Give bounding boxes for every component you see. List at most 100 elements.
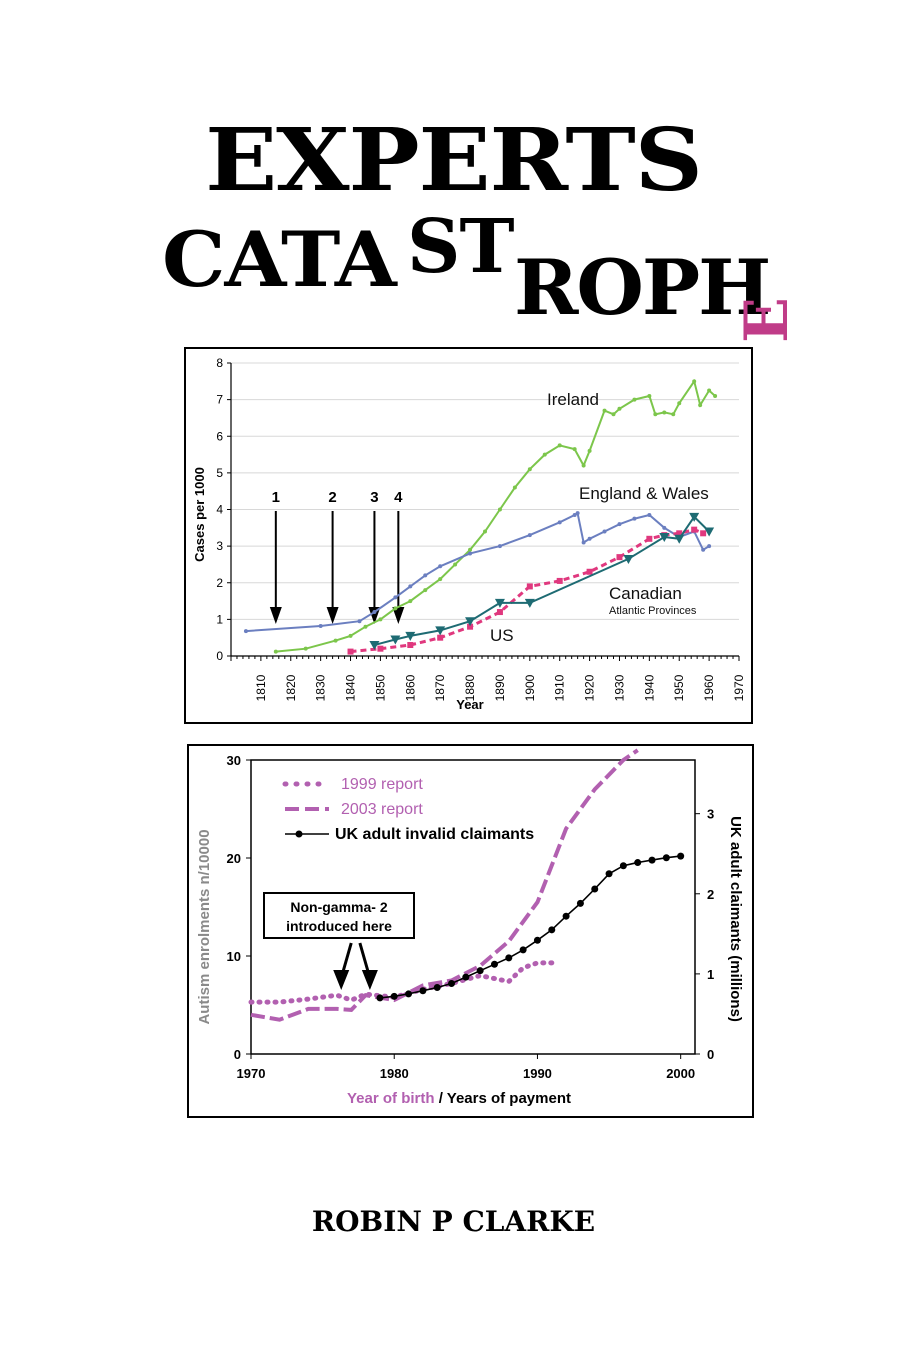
data-point xyxy=(572,512,577,517)
y-tick-label: 20 xyxy=(227,851,241,866)
data-point xyxy=(647,393,652,398)
series-sublabel: Atlantic Provinces xyxy=(609,605,697,617)
y-axis-title: Cases per 1000 xyxy=(192,467,207,562)
data-point xyxy=(617,406,622,411)
data-point xyxy=(468,547,473,552)
data-point xyxy=(634,859,642,867)
x-tick-label: 1970 xyxy=(732,674,746,701)
legend-label: UK adult invalid claimants xyxy=(335,826,534,843)
data-point xyxy=(348,633,353,638)
data-point xyxy=(527,533,532,538)
title-e-rotated: E xyxy=(732,297,802,343)
data-point xyxy=(390,992,398,1000)
data-point xyxy=(407,642,414,649)
data-point xyxy=(557,443,562,448)
data-point xyxy=(438,564,443,569)
arrow-head xyxy=(392,607,405,624)
data-point xyxy=(692,379,697,384)
y2-tick-label: 1 xyxy=(707,967,714,982)
x-axis-title: Year xyxy=(456,697,483,712)
annotation-arrow-head xyxy=(361,970,378,990)
data-point xyxy=(575,511,580,516)
x-tick-label: 1890 xyxy=(493,674,507,701)
arrow-label: 2 xyxy=(328,489,336,506)
data-point xyxy=(605,870,613,878)
data-point xyxy=(527,467,532,472)
x-tick-label: 1940 xyxy=(642,674,656,701)
series-line xyxy=(275,378,716,653)
data-point xyxy=(677,401,682,406)
title-roph: ROPH xyxy=(514,243,771,332)
data-point xyxy=(662,525,667,530)
data-point xyxy=(602,408,607,413)
data-point xyxy=(586,568,593,575)
x-tick-label: 1970 xyxy=(237,1066,266,1081)
data-point xyxy=(524,598,535,608)
data-point xyxy=(318,623,323,628)
data-point xyxy=(377,645,384,652)
x-tick-label: 1900 xyxy=(523,674,537,701)
x-tick-label: 1860 xyxy=(403,674,417,701)
data-point xyxy=(333,638,338,643)
data-point xyxy=(698,403,703,408)
title-st: ST xyxy=(407,204,515,290)
y-tick-label: 6 xyxy=(216,429,223,443)
data-point xyxy=(408,599,413,604)
data-point xyxy=(556,577,563,584)
data-point xyxy=(467,623,474,630)
series-label: Ireland xyxy=(547,390,599,409)
data-point xyxy=(419,987,427,995)
data-point xyxy=(303,646,308,651)
y2-axis-title: UK adult claimants (millions) xyxy=(727,816,744,1022)
data-point xyxy=(462,973,470,981)
data-point xyxy=(494,598,505,608)
data-point xyxy=(557,520,562,525)
data-point xyxy=(542,452,547,457)
data-point xyxy=(701,547,706,552)
data-point xyxy=(632,397,637,402)
data-point xyxy=(671,412,676,417)
data-point xyxy=(390,635,401,645)
y-tick-label: 3 xyxy=(216,539,223,553)
data-point xyxy=(438,577,443,582)
x-tick-label: 1910 xyxy=(553,674,567,701)
data-point xyxy=(490,960,498,968)
data-point xyxy=(713,393,718,398)
series-label: US xyxy=(490,626,514,645)
x-tick-label: 1930 xyxy=(612,674,626,701)
data-point xyxy=(587,448,592,453)
data-point xyxy=(576,899,584,907)
chart2-svg: 0 10 20 30 0 1 2 3 1970 1980 1990 2000 Year of birth… xyxy=(196,748,744,1107)
series-line xyxy=(250,748,639,1022)
x-tick-label: 1870 xyxy=(433,674,447,701)
data-point xyxy=(435,626,446,636)
x-tick-label: 1830 xyxy=(314,674,328,701)
data-point xyxy=(677,852,685,860)
y-tick-label: 5 xyxy=(216,466,223,480)
data-point xyxy=(689,512,700,522)
annotation-arrow-head xyxy=(333,970,350,990)
x-axis-title-birth: Year of birth xyxy=(347,1090,435,1107)
title-cata: CATA xyxy=(162,215,397,304)
x-tick-label: 1990 xyxy=(523,1066,552,1081)
series-line xyxy=(379,855,681,999)
data-point xyxy=(602,529,607,534)
data-point xyxy=(393,595,398,600)
arrow-label: 4 xyxy=(394,489,403,506)
arrow-head xyxy=(326,607,339,624)
data-point xyxy=(437,634,444,641)
data-point xyxy=(347,648,354,655)
y-tick-label: 1 xyxy=(216,612,223,626)
data-point xyxy=(423,573,428,578)
data-point xyxy=(587,536,592,541)
y-axis-title: Autism enrolments n/10000 xyxy=(196,829,213,1024)
y-tick-label: 30 xyxy=(227,753,241,768)
data-point xyxy=(653,412,658,417)
author-name: ROBIN P CLARKE xyxy=(311,1205,596,1238)
x-tick-label: 1980 xyxy=(380,1066,409,1081)
plot-frame xyxy=(250,759,696,1055)
data-point xyxy=(526,583,533,590)
data-point xyxy=(659,532,670,542)
data-point xyxy=(433,984,441,992)
x-tick-label: 2000 xyxy=(666,1066,695,1081)
